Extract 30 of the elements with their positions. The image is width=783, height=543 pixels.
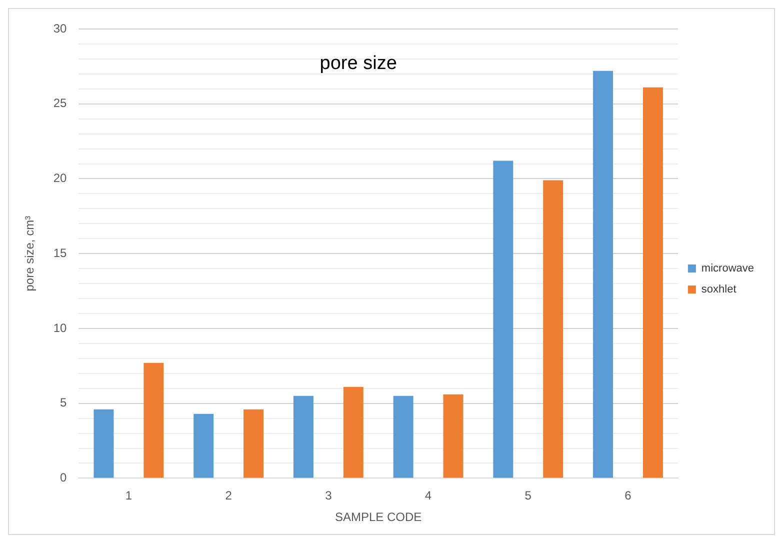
x-axis-title: SAMPLE CODE <box>334 510 422 524</box>
y-tick-label: 15 <box>53 246 68 260</box>
x-tick-label: 5 <box>524 488 532 503</box>
legend-label: soxhlet <box>701 284 736 296</box>
y-tick-label: 0 <box>60 470 68 485</box>
bar <box>144 362 164 478</box>
y-tick-label: 10 <box>53 320 68 335</box>
bar <box>543 180 564 478</box>
bar <box>393 396 414 478</box>
bar <box>593 70 614 478</box>
bar <box>493 160 514 478</box>
x-tick-label: 3 <box>325 488 332 503</box>
bar <box>293 396 314 478</box>
legend-label: microwave <box>701 262 754 275</box>
x-tick-label: 1 <box>125 488 132 503</box>
y-tick-label: 30 <box>53 21 68 36</box>
bar <box>94 409 114 478</box>
x-tick-label: 4 <box>424 488 432 503</box>
x-tick-label: 2 <box>225 488 232 503</box>
x-tick-label: 6 <box>624 488 632 503</box>
y-tick-label: 5 <box>60 396 68 410</box>
y-axis-title: pore size, cm³ <box>22 216 37 292</box>
bar <box>443 394 464 478</box>
bar <box>642 87 663 478</box>
bar <box>343 386 364 478</box>
y-tick-label: 25 <box>53 96 68 110</box>
text: pore size <box>320 53 397 74</box>
bar <box>244 409 264 478</box>
bar <box>194 414 214 478</box>
y-tick-label: 20 <box>53 171 68 186</box>
